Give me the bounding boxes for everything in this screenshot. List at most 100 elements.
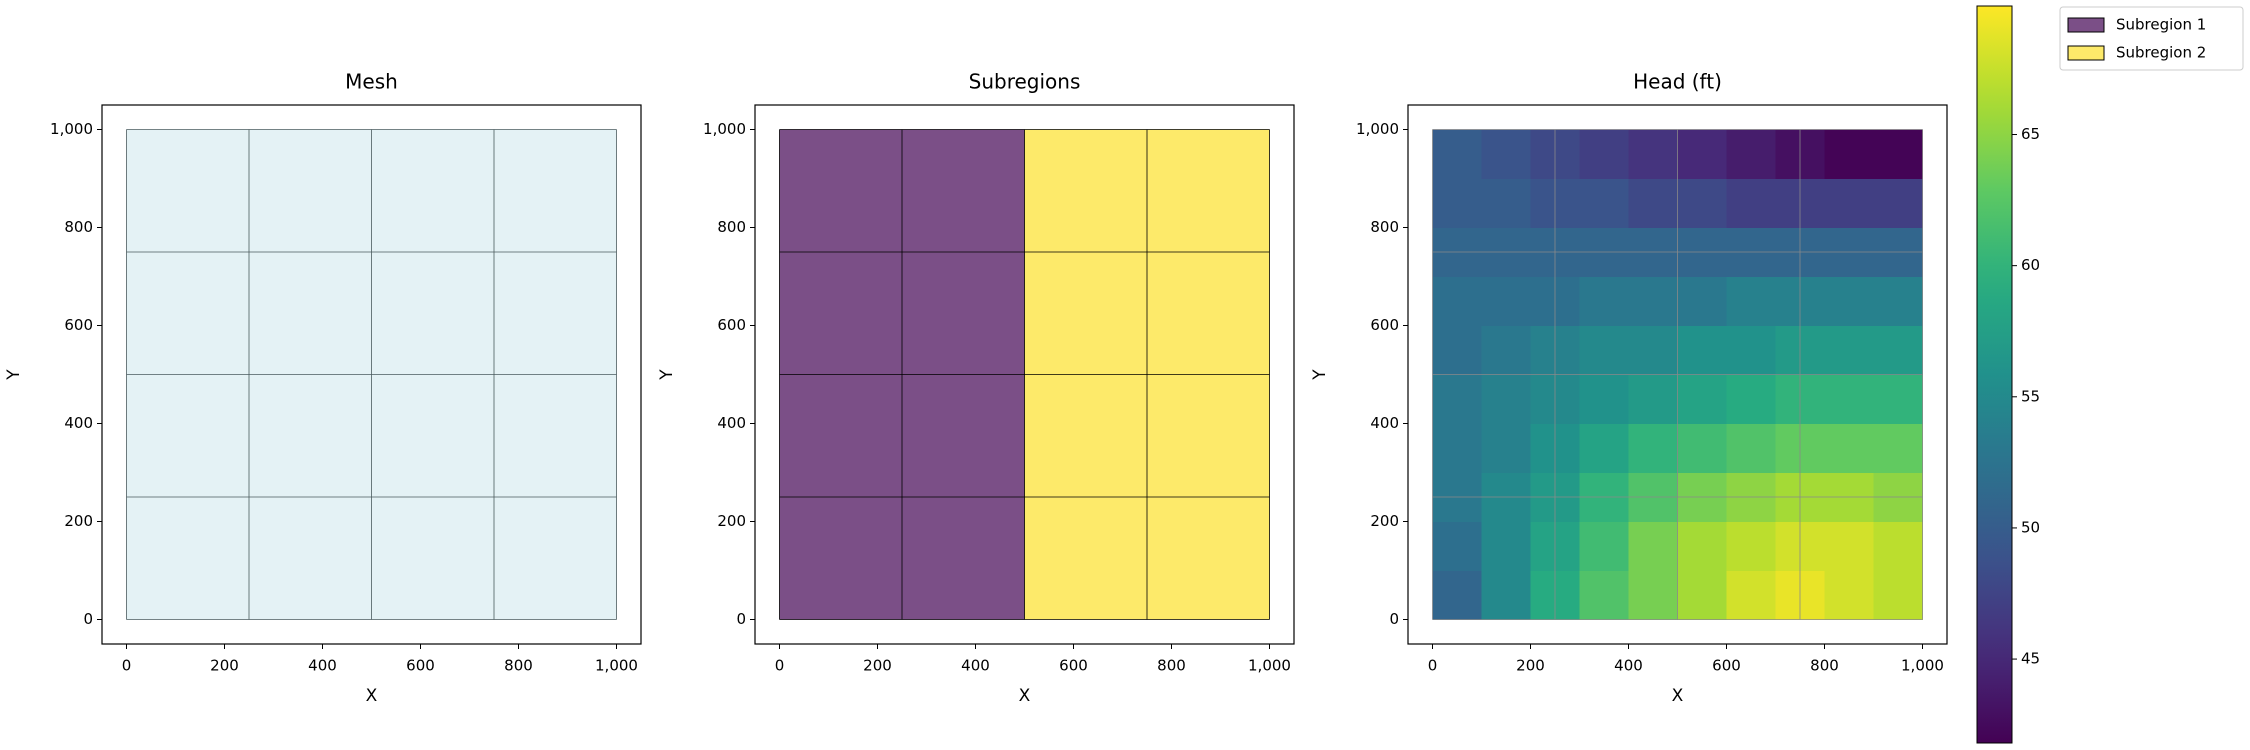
- head-cell: [1579, 423, 1629, 473]
- y-tick-label: 200: [64, 512, 93, 530]
- legend-swatch: [2067, 17, 2105, 33]
- head-cell: [1432, 521, 1482, 571]
- x-tick-label: 0: [122, 657, 132, 675]
- y-tick-label: 1,000: [703, 120, 746, 138]
- y-tick-label: 200: [717, 512, 746, 530]
- colorbar-tick-label: 65: [2021, 125, 2040, 143]
- y-tick-label: 0: [1389, 610, 1399, 628]
- head-cell: [1628, 521, 1678, 571]
- head-cell: [1628, 374, 1678, 424]
- x-axis-label: X: [1019, 686, 1031, 706]
- head-cell: [1873, 129, 1923, 179]
- y-axis-label: Y: [4, 369, 24, 381]
- legend-label: Subregion 1: [2116, 16, 2206, 34]
- head-cell: [1677, 374, 1727, 424]
- y-tick-label: 200: [1370, 512, 1399, 530]
- head-cell: [1873, 521, 1923, 571]
- panel-title: Head (ft): [1633, 70, 1722, 94]
- y-tick-label: 800: [64, 218, 93, 236]
- head-cell: [1481, 276, 1531, 326]
- legend-frame: [2059, 6, 2244, 71]
- y-tick-label: 400: [64, 414, 93, 432]
- axes-frame: [1407, 104, 1948, 645]
- head-cell: [1726, 276, 1776, 326]
- head-cell: [1628, 570, 1678, 620]
- panel-title: Mesh: [345, 70, 398, 94]
- x-tick-label: 200: [863, 657, 892, 675]
- head-cell: [1481, 423, 1531, 473]
- head-cell: [1432, 570, 1482, 620]
- colorbar-tick-label: 60: [2021, 256, 2040, 274]
- head-cell: [1726, 423, 1776, 473]
- axes-frame: [754, 104, 1295, 645]
- x-tick-label: 1,000: [1248, 657, 1291, 675]
- head-cell: [1628, 178, 1678, 228]
- head-cell: [1432, 374, 1482, 424]
- head-cell: [1677, 325, 1727, 375]
- panel-title: Subregions: [969, 70, 1081, 94]
- head-cell: [1481, 374, 1531, 424]
- x-tick-label: 0: [1428, 657, 1438, 675]
- head-cell: [1432, 423, 1482, 473]
- x-tick-label: 400: [961, 657, 990, 675]
- head-cell: [1579, 374, 1629, 424]
- x-tick-label: 1,000: [1901, 657, 1944, 675]
- head-cell: [1628, 423, 1678, 473]
- x-tick-label: 600: [1712, 657, 1741, 675]
- head-cell: [1824, 178, 1874, 228]
- legend: Subregion 1 Subregion 2: [2059, 6, 2244, 71]
- head-cell: [1481, 129, 1531, 179]
- head-cell: [1824, 570, 1874, 620]
- head-cell: [1677, 129, 1727, 179]
- x-axis-label: X: [1672, 686, 1684, 706]
- y-tick-label: 600: [717, 316, 746, 334]
- head-cell: [1432, 325, 1482, 375]
- y-tick-label: 800: [717, 218, 746, 236]
- colorbar-tick-label: 50: [2021, 518, 2040, 536]
- head-cell: [1579, 178, 1629, 228]
- head-cell: [1726, 570, 1776, 620]
- x-tick-label: 200: [210, 657, 239, 675]
- y-tick-label: 400: [717, 414, 746, 432]
- y-tick-label: 0: [736, 610, 746, 628]
- head-cell: [1579, 521, 1629, 571]
- legend-label: Subregion 2: [2116, 44, 2206, 62]
- head-cell: [1726, 521, 1776, 571]
- head-cell: [1432, 276, 1482, 326]
- head-cell: [1677, 178, 1727, 228]
- colorbar-tick-label: 45: [2021, 650, 2040, 668]
- x-tick-label: 600: [1059, 657, 1088, 675]
- y-tick-label: 600: [1370, 316, 1399, 334]
- head-cell: [1873, 276, 1923, 326]
- y-tick-label: 800: [1370, 218, 1399, 236]
- head-cell: [1873, 178, 1923, 228]
- x-axis-label: X: [366, 686, 378, 706]
- head-cell: [1824, 521, 1874, 571]
- y-axis-label: Y: [657, 369, 677, 381]
- colorbar-tick-label: 55: [2021, 387, 2040, 405]
- head-cell: [1677, 276, 1727, 326]
- head-cell: [1579, 325, 1629, 375]
- head-cell: [1628, 129, 1678, 179]
- head-cell: [1824, 276, 1874, 326]
- head-cell: [1481, 570, 1531, 620]
- axes-frame: [101, 104, 642, 645]
- head-cell: [1873, 423, 1923, 473]
- head-cell: [1432, 178, 1482, 228]
- x-tick-label: 200: [1516, 657, 1545, 675]
- head-cell: [1824, 129, 1874, 179]
- head-cell: [1726, 178, 1776, 228]
- head-cell: [1677, 570, 1727, 620]
- x-tick-label: 800: [1810, 657, 1839, 675]
- head-cell: [1873, 374, 1923, 424]
- x-tick-label: 800: [1157, 657, 1186, 675]
- head-cell: [1824, 423, 1874, 473]
- head-cell: [1726, 325, 1776, 375]
- x-tick-label: 400: [308, 657, 337, 675]
- head-cell: [1579, 276, 1629, 326]
- x-tick-label: 800: [504, 657, 533, 675]
- head-cell: [1628, 276, 1678, 326]
- legend-swatch: [2067, 45, 2105, 61]
